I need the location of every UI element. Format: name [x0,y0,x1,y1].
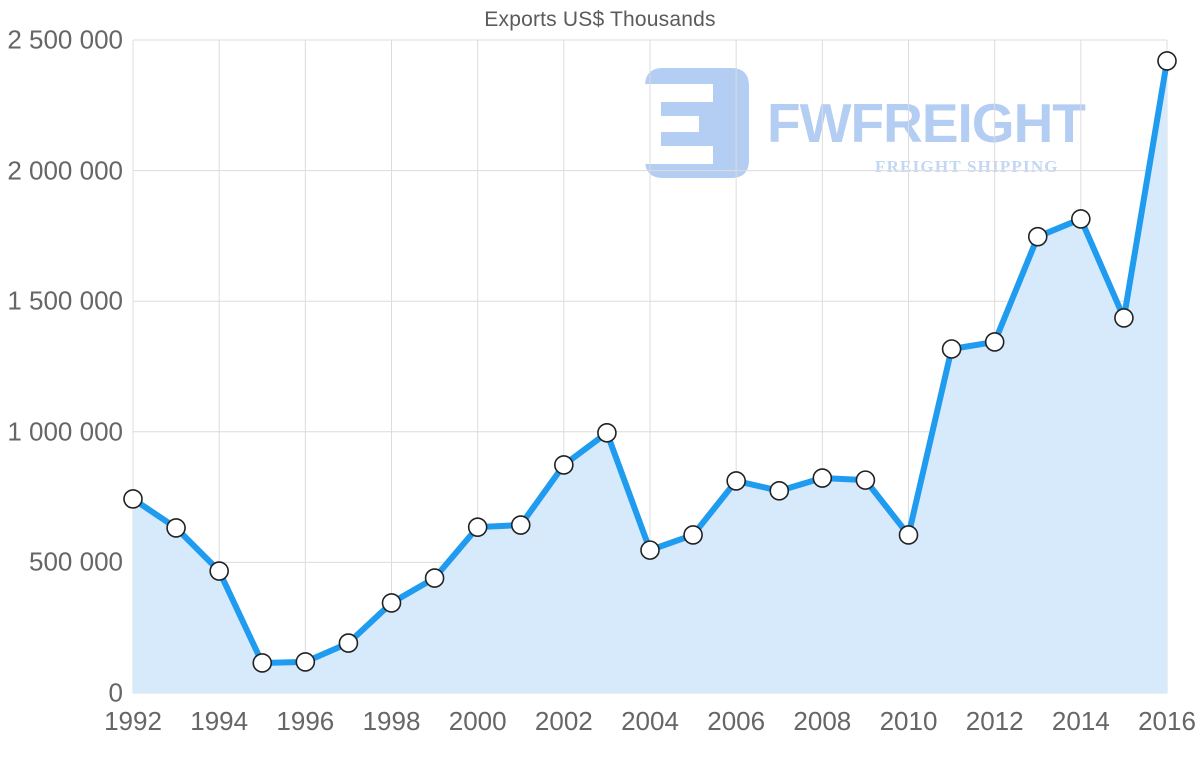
data-point-marker [467,517,488,537]
y-tick-label: 500 000 [29,546,123,577]
data-point-marker [855,470,876,490]
data-point-marker [123,489,143,509]
data-point-marker [209,561,229,581]
x-tick-label: 1998 [362,706,421,736]
x-tick-label: 2014 [1051,706,1110,736]
x-tick-label: 2004 [621,706,679,736]
data-markers [123,51,1177,673]
data-point-marker [1114,308,1134,328]
y-tick-label: 2 000 000 [7,155,123,186]
chart-title: Exports US$ Thousands [484,8,716,31]
data-point-marker [252,653,273,673]
y-tick-label: 0 [108,677,123,708]
data-point-marker [984,332,1005,352]
data-point-marker [726,471,746,491]
data-point-marker [424,568,445,588]
data-point-marker [1157,51,1177,71]
data-point-marker [1071,209,1091,229]
x-tick-label: 2000 [448,706,507,736]
data-point-marker [295,652,316,672]
data-point-marker [338,633,359,653]
data-point-marker [941,339,962,359]
plot-area [123,39,1177,694]
x-tick-label: 1992 [104,706,162,736]
data-point-marker [1027,226,1048,247]
plot-svg [123,39,1177,694]
data-point-marker [597,423,617,443]
y-tick-label: 1 500 000 [7,285,123,316]
x-tick-label: 2006 [707,706,766,736]
data-point-marker [510,515,531,535]
data-point-marker [381,593,402,613]
data-point-marker [683,525,703,545]
x-tick-label: 2016 [1138,706,1196,736]
data-point-marker [640,540,660,560]
y-tick-label: 1 000 000 [7,416,123,447]
data-point-marker [554,455,574,475]
y-tick-label: 2 500 000 [7,24,123,55]
x-tick-label: 2012 [965,706,1024,736]
data-point-marker [166,518,186,538]
x-tick-label: 2010 [879,706,938,736]
x-tick-label: 2002 [534,706,593,736]
x-tick-label: 1994 [190,706,249,736]
data-point-marker [769,481,790,501]
data-point-marker [812,468,833,488]
x-tick-label: 2008 [793,706,852,736]
x-tick-label: 1996 [276,706,335,736]
data-point-marker [898,525,919,545]
